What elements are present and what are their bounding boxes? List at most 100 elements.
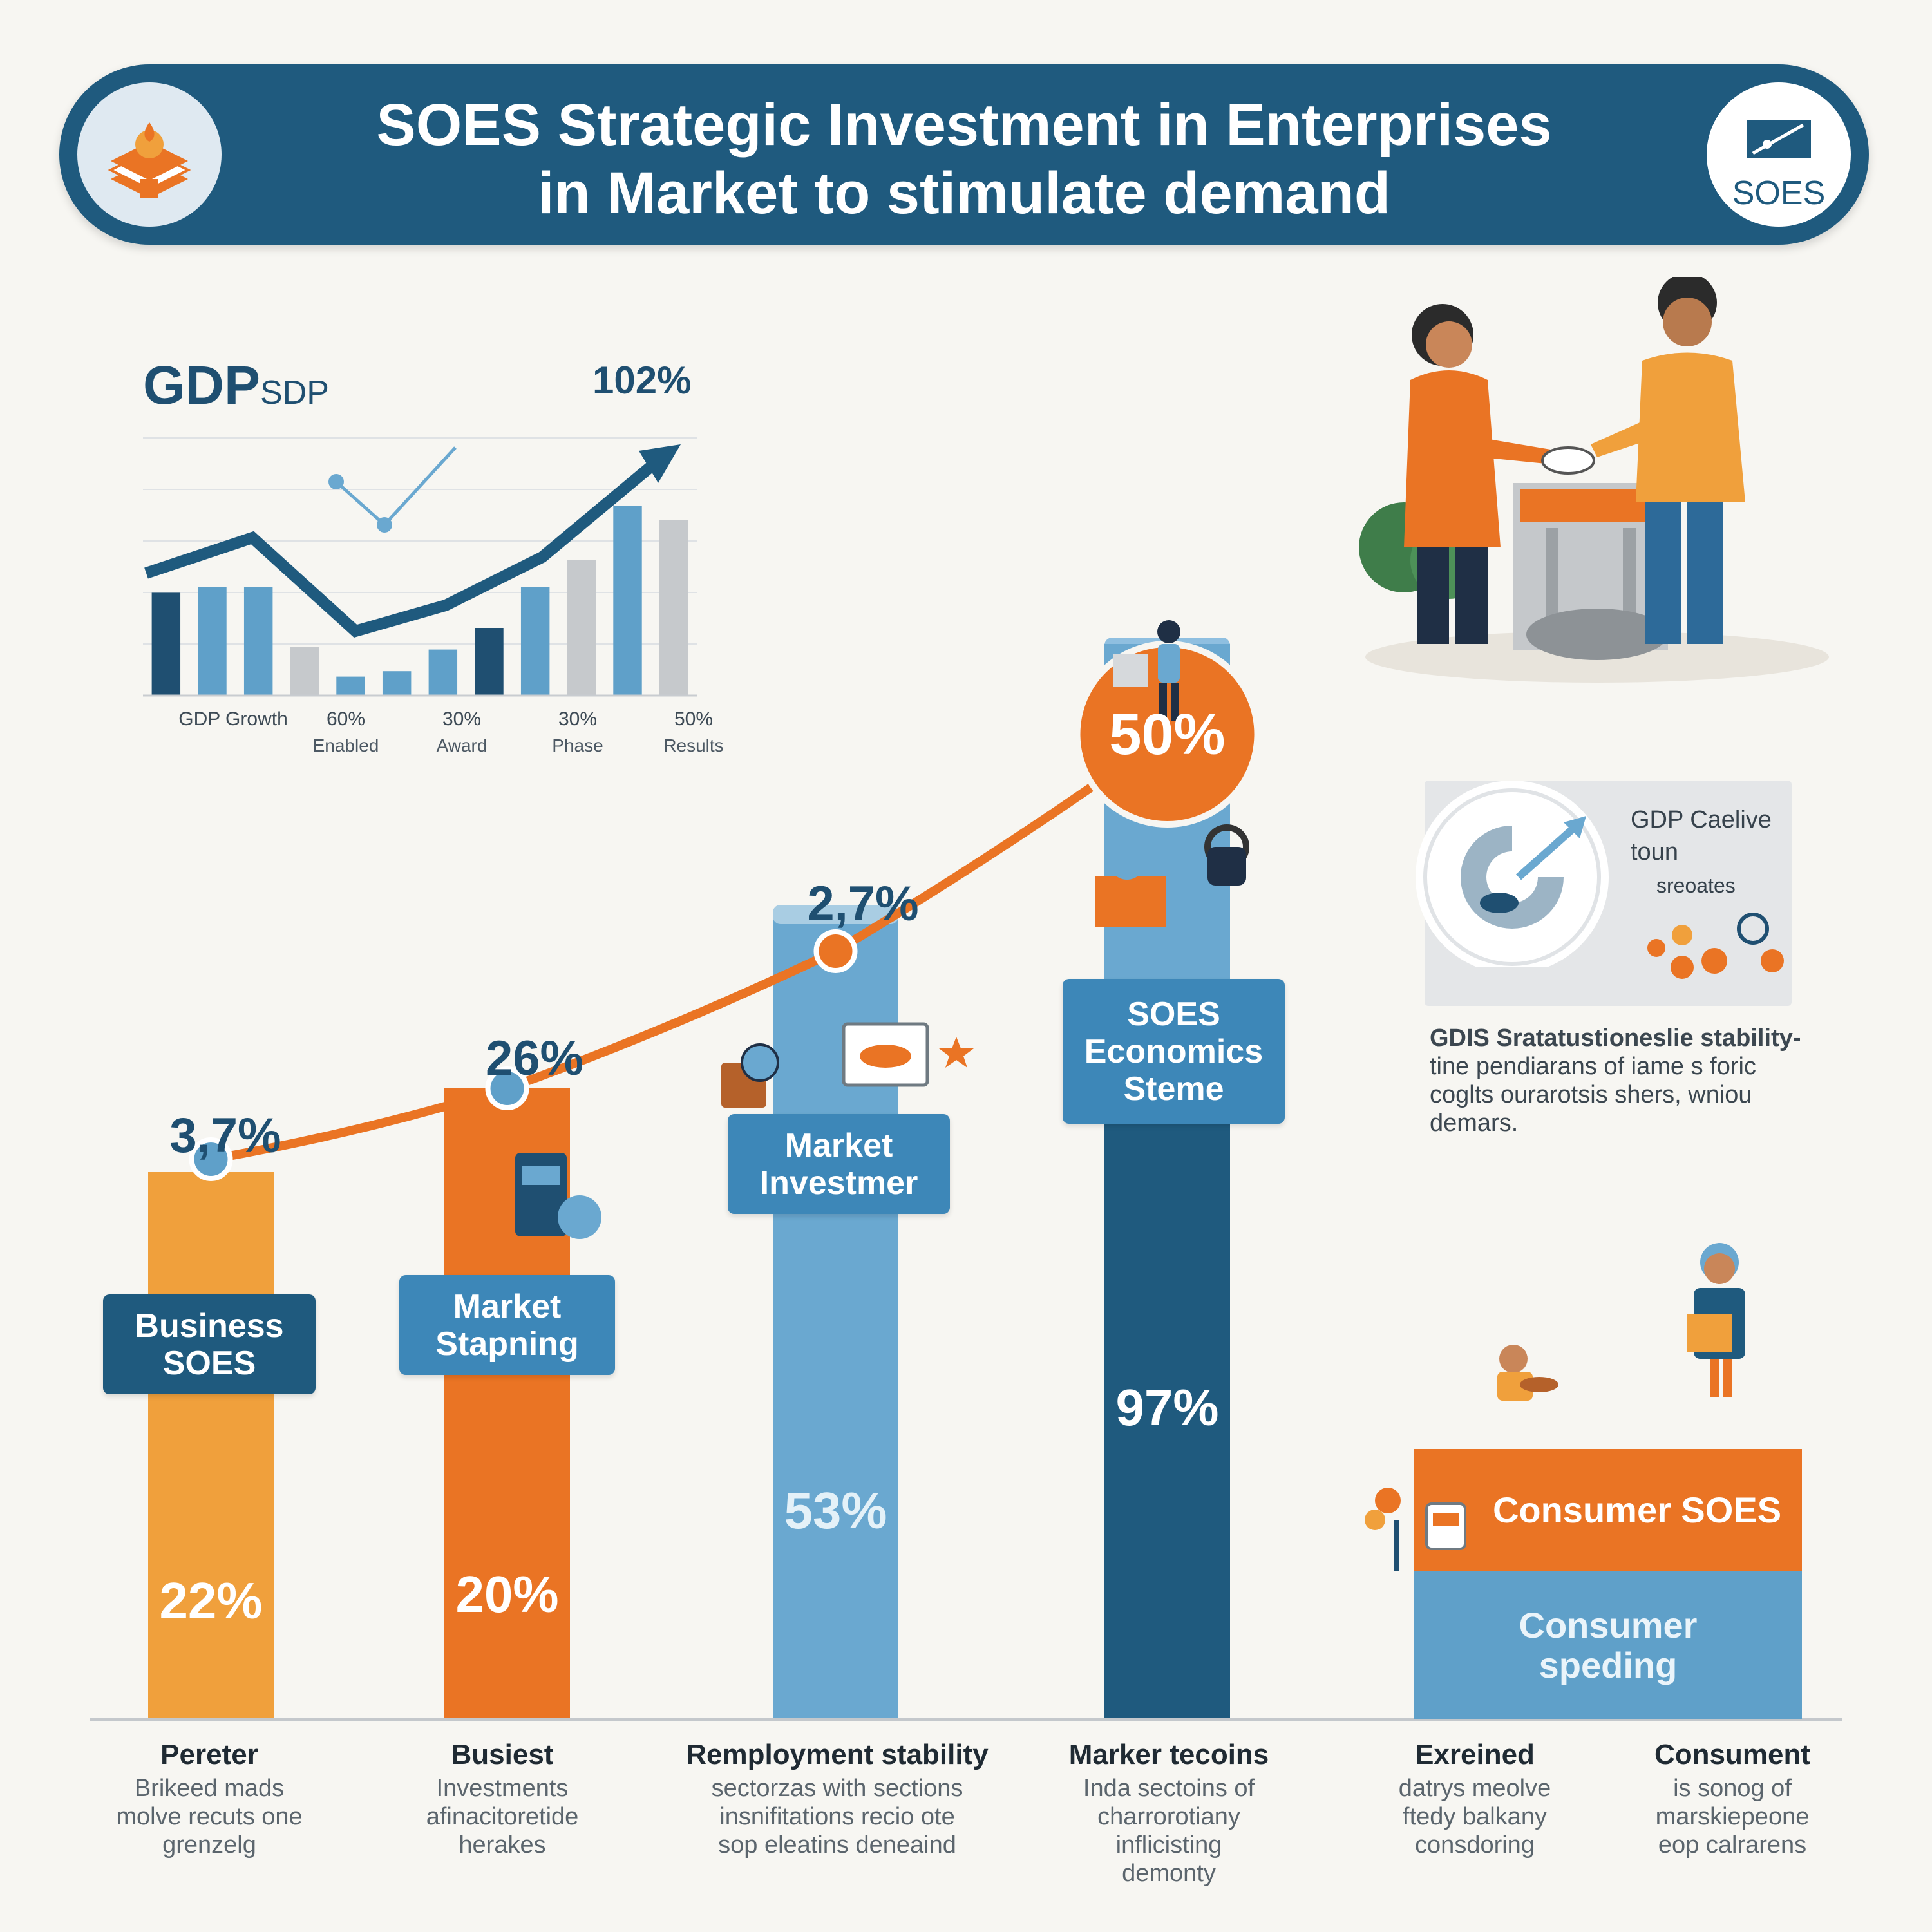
main-chart-trend-line bbox=[210, 730, 1170, 1164]
mini-chart-tick-label: 30% bbox=[442, 708, 482, 730]
mini-chart-peak-label: 102% bbox=[592, 359, 692, 402]
column-desc-line: Brikeed mads bbox=[134, 1775, 285, 1802]
side-desc-line: coglts ourarotsis shers, wniou bbox=[1430, 1081, 1752, 1108]
column-desc-line: is sonog of bbox=[1673, 1775, 1792, 1802]
mini-chart-bars bbox=[151, 506, 688, 696]
column-desc-line: afinacitoretide bbox=[426, 1803, 579, 1830]
main-chart-line bbox=[189, 641, 1261, 1181]
mini-chart-marker-1 bbox=[328, 474, 344, 489]
side-desc-line: GDIS Sratatustioneslie stability- bbox=[1430, 1025, 1801, 1052]
column-title: Busiest bbox=[451, 1739, 554, 1770]
column-desc-line: molve recuts one bbox=[116, 1803, 303, 1830]
monitor-icon bbox=[842, 1022, 929, 1087]
consumer-spending-label: Consumer speding bbox=[1519, 1605, 1698, 1685]
mini-chart-bar bbox=[475, 628, 504, 696]
main-bar-chart bbox=[90, 620, 1842, 1721]
mini-gdp-chart bbox=[143, 437, 697, 697]
mini-chart-bar bbox=[520, 587, 550, 696]
mini-chart-bar bbox=[151, 592, 181, 696]
soes-logo-text: SOES bbox=[1732, 175, 1826, 212]
mini-chart-tick-sublabel: Results bbox=[663, 735, 724, 755]
column-desc-line: demonty bbox=[1122, 1860, 1216, 1887]
consumer-soes-label: Consumer SOES bbox=[1492, 1490, 1782, 1530]
bar-category-label: Market Stapning bbox=[399, 1275, 615, 1375]
column-desc-line: grenzelg bbox=[162, 1832, 256, 1859]
people-trading-illustration bbox=[1359, 277, 1829, 683]
column-desc-line: ftedy balkany bbox=[1403, 1803, 1547, 1830]
column-desc-line: herakes bbox=[459, 1832, 546, 1859]
mini-chart-bar bbox=[336, 676, 365, 696]
mini-chart-secondary-line bbox=[335, 446, 457, 527]
column-desc-line: datrys meolve bbox=[1398, 1775, 1551, 1802]
mini-chart-bar bbox=[428, 649, 458, 696]
mini-chart-bar bbox=[243, 587, 273, 696]
gdp-panel-title-3: sreoates bbox=[1656, 874, 1736, 897]
mini-chart-title-suffix: SDP bbox=[260, 374, 329, 412]
flower-icon bbox=[1365, 1488, 1466, 1571]
column-title: Marker tecoins bbox=[1068, 1739, 1269, 1770]
mini-chart-trend-arrowhead bbox=[639, 444, 681, 483]
small-person-icon bbox=[1113, 620, 1180, 721]
mini-chart-marker-2 bbox=[377, 517, 392, 533]
column-desc-line: insnifitations recio ote bbox=[719, 1803, 955, 1830]
machine-icon bbox=[515, 1153, 601, 1239]
soes-logo: SOES bbox=[1707, 82, 1851, 227]
mini-chart-tick-sublabel: Award bbox=[436, 735, 488, 755]
column-title: Pereter bbox=[160, 1739, 258, 1770]
bar-cap bbox=[773, 905, 898, 924]
side-desc-line: demars. bbox=[1430, 1110, 1519, 1137]
mini-chart-tick-label: GDP Growth bbox=[178, 708, 288, 730]
bar-category-label: SOES Economics Steme bbox=[1063, 979, 1285, 1124]
column-desc-line: charrorotiany bbox=[1097, 1803, 1240, 1830]
column-desc-line: Inda sectoins of bbox=[1083, 1775, 1255, 1802]
mini-chart-tick-label: 60% bbox=[326, 708, 366, 730]
mini-chart-title: GDPSDP bbox=[143, 354, 329, 417]
mini-chart-title-main: GDP bbox=[143, 355, 261, 415]
column-desc-line: Investments bbox=[436, 1775, 569, 1802]
page-title-line-2: in Market to stimulate demand bbox=[537, 160, 1391, 226]
mini-chart-bar bbox=[613, 506, 642, 696]
bar-category-label: Market Investmer bbox=[728, 1114, 950, 1214]
line-value-label: 26% bbox=[485, 1031, 584, 1086]
bar-value-label: 97% bbox=[1115, 1379, 1219, 1436]
lock-icon bbox=[1204, 824, 1249, 886]
bar-1 bbox=[148, 1172, 274, 1719]
mini-chart-tick-label: 30% bbox=[558, 708, 598, 730]
header-banner: SOES Strategic Investment in Enterprises… bbox=[59, 64, 1869, 245]
line-point-1 bbox=[189, 1137, 233, 1181]
mini-chart-bar bbox=[567, 560, 596, 696]
consumer-soes-box: Consumer SOES bbox=[1414, 1449, 1802, 1571]
mini-chart-tick-sublabel: Enabled bbox=[312, 735, 379, 755]
column-desc-line: marskiepeone bbox=[1655, 1803, 1810, 1830]
gdp-panel-title-1: GDP Caelive bbox=[1631, 806, 1772, 833]
strategy-logo-icon bbox=[77, 82, 222, 227]
line-point-3 bbox=[813, 929, 858, 973]
column-title: Consument bbox=[1654, 1739, 1810, 1770]
bar-category-label: Business SOES bbox=[103, 1294, 316, 1394]
column-title: Remployment stability bbox=[686, 1739, 989, 1770]
column-desc-line: sectorzas with sections bbox=[711, 1775, 963, 1802]
tools-icon bbox=[721, 1043, 779, 1108]
line-point-2 bbox=[485, 1066, 529, 1110]
gdp-gauge-icon bbox=[1416, 781, 1609, 967]
mini-chart-tick-sublabel: Phase bbox=[552, 735, 603, 755]
coins-icon bbox=[1647, 913, 1784, 979]
column-desc-line: eop calrarens bbox=[1658, 1832, 1807, 1859]
peak-value-label: 50% bbox=[1109, 703, 1226, 767]
box-icon bbox=[1095, 844, 1166, 927]
bar-value-label: 22% bbox=[159, 1572, 263, 1629]
column-desc-line: consdoring bbox=[1415, 1832, 1535, 1859]
bar-value-label: 20% bbox=[455, 1566, 559, 1623]
gdp-panel: GDP Caelive toun sreoates bbox=[1416, 781, 1792, 1006]
mini-chart-bar bbox=[198, 587, 227, 696]
line-value-label: 3,7% bbox=[169, 1108, 281, 1163]
column-desc-line: inflicisting bbox=[1115, 1832, 1222, 1859]
line-value-label: 2,7% bbox=[807, 876, 919, 931]
page-title-line-1: SOES Strategic Investment in Enterprises bbox=[376, 92, 1552, 158]
mini-chart-trend-line bbox=[144, 456, 662, 638]
column-desc-line: sop eleatins deneaind bbox=[718, 1832, 956, 1859]
consumer-spending-box: Consumer speding bbox=[1414, 1571, 1802, 1719]
mini-chart-bar bbox=[290, 647, 319, 696]
mini-chart-bar bbox=[659, 520, 688, 696]
mini-chart-bar bbox=[382, 671, 412, 696]
